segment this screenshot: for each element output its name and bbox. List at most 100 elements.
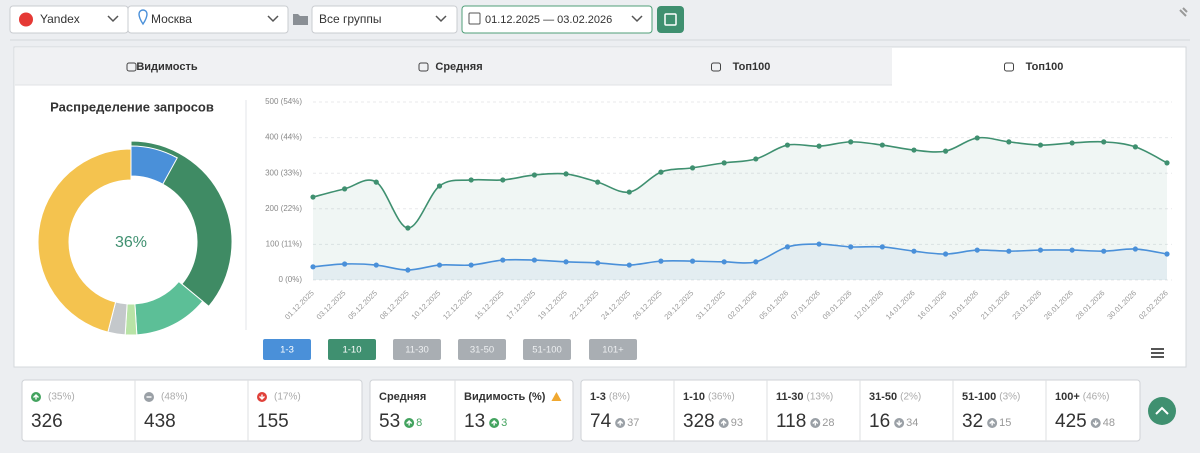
- donut-segment: [130, 140, 233, 308]
- collapse-button[interactable]: [1148, 397, 1176, 425]
- y-tick-label: 400 (44%): [265, 133, 302, 142]
- menu-icon[interactable]: [1151, 348, 1164, 358]
- date-select[interactable]: [461, 5, 653, 34]
- stat-change: 3: [501, 417, 507, 429]
- stat-change: 93: [731, 417, 743, 429]
- point: [1101, 248, 1107, 254]
- point: [531, 172, 538, 178]
- engine-icon: [19, 12, 33, 27]
- stat-value: 326: [31, 411, 63, 432]
- stat-value: 16: [869, 411, 890, 432]
- line: [312, 136, 1168, 229]
- point: [753, 156, 759, 162]
- point: [1037, 247, 1044, 253]
- point: [721, 160, 727, 166]
- stat-change: 8: [416, 417, 422, 429]
- donut-center-label: 36%: [115, 234, 147, 251]
- tab[interactable]: [307, 48, 599, 85]
- legend-button[interactable]: [328, 339, 376, 360]
- point: [879, 244, 885, 250]
- share-label: (2%): [900, 392, 921, 403]
- stat-value: 425: [1055, 411, 1087, 432]
- trend-arrow: [617, 420, 624, 426]
- stat-label: Видимость (%): [464, 391, 546, 403]
- tab-label: Топ100: [1026, 61, 1064, 73]
- tab[interactable]: [15, 48, 307, 85]
- point: [595, 179, 601, 185]
- export-icon: [664, 13, 677, 26]
- stat-value: 118: [776, 411, 806, 432]
- point: [942, 251, 949, 257]
- region-label: Москва: [151, 12, 192, 26]
- point: [310, 194, 316, 200]
- stat-change: 34: [906, 417, 918, 429]
- chevron: [435, 15, 447, 23]
- export-button[interactable]: [657, 6, 684, 33]
- donut-segment: [130, 145, 178, 185]
- legend-button[interactable]: [458, 339, 506, 360]
- point: [468, 177, 474, 183]
- chevron: [267, 15, 279, 23]
- trend-arrow: [896, 420, 903, 426]
- date-label: 01.12.2025 — 03.02.2026: [485, 14, 612, 26]
- trend-arrow: [491, 420, 498, 426]
- point: [436, 262, 443, 268]
- pin-icon: [138, 9, 148, 26]
- trend-arrow: [720, 420, 727, 426]
- point: [405, 267, 411, 273]
- point: [721, 259, 727, 265]
- trend-arrow: [1092, 420, 1099, 426]
- legend: 1-3 1-10 11-30 31-50 51-100 101+: [263, 339, 637, 360]
- legend-button[interactable]: [263, 339, 311, 360]
- legend-label: 11-30: [405, 345, 429, 356]
- point: [373, 179, 379, 185]
- point: [1037, 142, 1044, 148]
- point: [848, 244, 854, 250]
- point: [342, 186, 348, 192]
- point: [500, 257, 506, 263]
- group-label: Все группы: [319, 12, 382, 26]
- area-fill: [313, 137, 1167, 280]
- stat-change: 37: [627, 417, 639, 429]
- point: [1069, 140, 1075, 146]
- stats-box: [21, 379, 363, 442]
- tab[interactable]: [892, 48, 1185, 85]
- area-fill: [313, 244, 1167, 280]
- pin-toggle[interactable]: [1179, 7, 1188, 17]
- tabs: Видимость Средняя Топ100 Топ100: [15, 48, 1185, 86]
- point: [1101, 139, 1107, 145]
- point: [500, 177, 506, 183]
- point: [1006, 248, 1012, 254]
- stat-change: 15: [999, 417, 1011, 429]
- stat-label: 1-3: [590, 391, 606, 403]
- engine-label: Yandex: [40, 12, 80, 26]
- point: [531, 257, 538, 263]
- legend-label: 1-10: [342, 345, 361, 356]
- point: [879, 142, 885, 148]
- stat-value: 438: [144, 411, 176, 432]
- point: [658, 258, 664, 264]
- point: [784, 244, 791, 250]
- legend-button[interactable]: [589, 339, 637, 360]
- share-label: (35%): [48, 392, 75, 403]
- region-select[interactable]: [127, 5, 289, 34]
- point: [626, 262, 632, 268]
- donut-title: Распределение запросов: [50, 99, 214, 114]
- donut-segment: [37, 148, 132, 333]
- legend-button[interactable]: [523, 339, 571, 360]
- point: [468, 262, 474, 268]
- y-tick-label: 300 (33%): [265, 168, 302, 177]
- share-label: (3%): [999, 392, 1020, 403]
- tab-label: Топ100: [733, 61, 771, 73]
- point: [1069, 247, 1075, 253]
- tab[interactable]: [599, 48, 892, 85]
- legend-label: 101+: [602, 345, 624, 356]
- group-select[interactable]: [311, 5, 458, 34]
- stat-change: 28: [822, 417, 834, 429]
- trend-arrow: [33, 394, 39, 400]
- stat-label: 51-100: [962, 391, 996, 403]
- stat-value: 74: [590, 411, 612, 432]
- point: [911, 248, 917, 254]
- legend-button[interactable]: [393, 339, 441, 360]
